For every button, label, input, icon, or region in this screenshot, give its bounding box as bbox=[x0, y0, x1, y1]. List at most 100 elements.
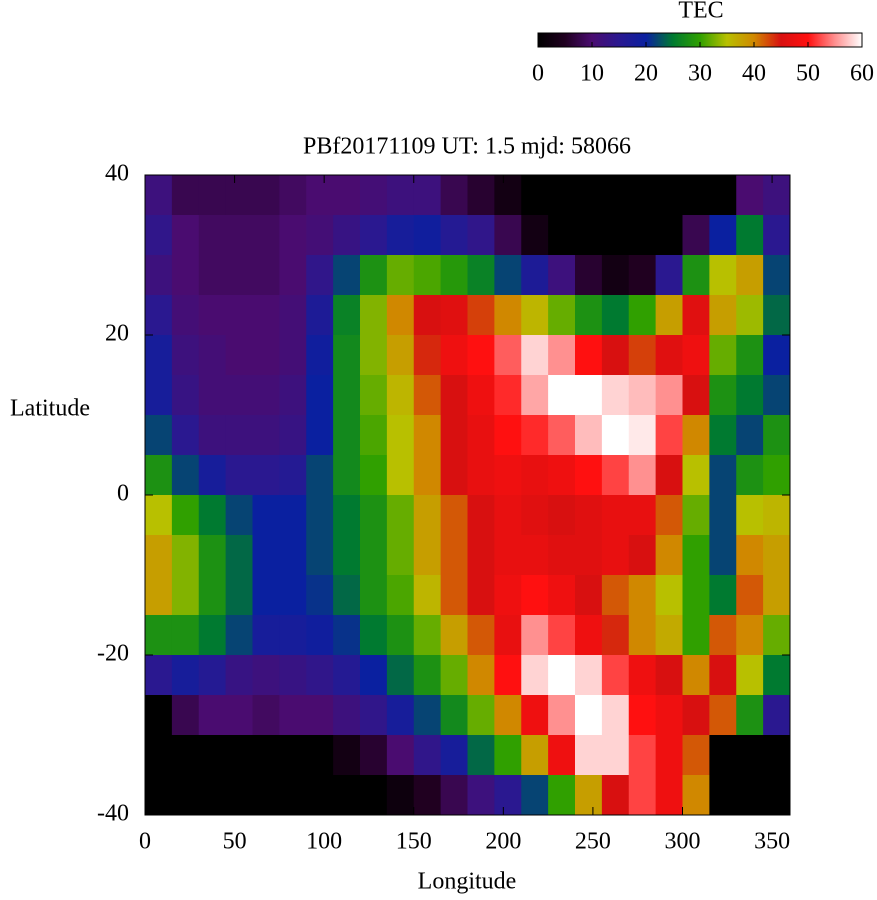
heat-cell bbox=[279, 295, 307, 336]
x-tick-label: 300 bbox=[665, 829, 701, 855]
heat-cell bbox=[521, 335, 549, 376]
heat-cell bbox=[360, 415, 388, 456]
heat-cell bbox=[333, 215, 361, 256]
heat-cell bbox=[682, 255, 710, 296]
heat-cell bbox=[548, 415, 576, 456]
heat-cell bbox=[413, 495, 442, 536]
heat-cell bbox=[386, 175, 415, 216]
heat-cell bbox=[494, 735, 522, 776]
heat-cell bbox=[494, 255, 522, 296]
heat-cell bbox=[682, 375, 710, 416]
heat-cell bbox=[413, 695, 442, 736]
heat-cell bbox=[655, 455, 683, 496]
heat-cell bbox=[763, 575, 791, 616]
heat-cell bbox=[709, 495, 737, 536]
heat-cell bbox=[628, 415, 657, 456]
heat-cell bbox=[413, 575, 442, 616]
heat-cell bbox=[709, 455, 737, 496]
heat-cell bbox=[145, 695, 173, 736]
colorbar-tick-label: 20 bbox=[634, 61, 658, 87]
heat-cell bbox=[655, 495, 683, 536]
heat-cell bbox=[736, 255, 764, 296]
heat-cell bbox=[386, 215, 415, 256]
heat-cell bbox=[171, 775, 200, 816]
heat-cell bbox=[306, 535, 334, 576]
heat-cell bbox=[252, 175, 280, 216]
heat-cell bbox=[763, 295, 791, 336]
heat-cell bbox=[736, 695, 764, 736]
heat-cell bbox=[521, 175, 549, 216]
heat-cell bbox=[306, 495, 334, 536]
colorbar-tick-label: 30 bbox=[688, 61, 712, 87]
heat-cell bbox=[386, 455, 415, 496]
heat-cell bbox=[333, 375, 361, 416]
heat-cell bbox=[467, 335, 495, 376]
heat-cell bbox=[171, 415, 200, 456]
heat-cell bbox=[171, 695, 200, 736]
y-tick-label: 40 bbox=[105, 161, 129, 187]
heat-cell bbox=[386, 375, 415, 416]
heat-cell bbox=[601, 495, 630, 536]
heat-cell bbox=[413, 535, 442, 576]
heat-cell bbox=[709, 575, 737, 616]
heat-cell bbox=[763, 775, 791, 816]
heat-cell bbox=[333, 575, 361, 616]
heat-cell bbox=[575, 775, 603, 816]
heat-cell bbox=[763, 535, 791, 576]
heat-cell bbox=[333, 255, 361, 296]
heat-cell bbox=[601, 775, 630, 816]
colorbar-tick-label: 60 bbox=[850, 61, 874, 87]
heat-cell bbox=[736, 295, 764, 336]
heat-cell bbox=[736, 415, 764, 456]
x-axis-label: Longitude bbox=[418, 869, 517, 895]
heat-cell bbox=[360, 295, 388, 336]
heat-cell bbox=[628, 535, 657, 576]
heat-cell bbox=[494, 575, 522, 616]
heat-cell bbox=[171, 575, 200, 616]
colorbar-tick-label: 50 bbox=[796, 61, 820, 87]
heat-cell bbox=[440, 775, 468, 816]
heat-cell bbox=[306, 695, 334, 736]
heat-cell bbox=[521, 535, 549, 576]
heat-cell bbox=[333, 175, 361, 216]
heat-cell bbox=[225, 175, 253, 216]
heat-cell bbox=[333, 695, 361, 736]
heat-cell bbox=[709, 255, 737, 296]
heat-cell bbox=[198, 455, 227, 496]
y-tick-label: 0 bbox=[117, 481, 129, 507]
heat-cell bbox=[628, 295, 657, 336]
heat-cell bbox=[682, 495, 710, 536]
heat-cell bbox=[386, 655, 415, 696]
heat-cell bbox=[198, 775, 227, 816]
heat-cell bbox=[360, 255, 388, 296]
heat-cell bbox=[467, 735, 495, 776]
heat-cell bbox=[763, 415, 791, 456]
heat-cell bbox=[467, 535, 495, 576]
heat-cell bbox=[306, 455, 334, 496]
heat-cell bbox=[601, 455, 630, 496]
heat-cell bbox=[628, 775, 657, 816]
heat-cell bbox=[494, 215, 522, 256]
heat-cell bbox=[521, 615, 549, 656]
heat-cell bbox=[601, 415, 630, 456]
heat-cell bbox=[413, 655, 442, 696]
heat-cell bbox=[413, 215, 442, 256]
heat-cell bbox=[736, 375, 764, 416]
heat-cell bbox=[198, 175, 227, 216]
heat-cell bbox=[198, 375, 227, 416]
heat-cell bbox=[521, 455, 549, 496]
heat-cell bbox=[198, 255, 227, 296]
heat-cell bbox=[709, 775, 737, 816]
heat-cell bbox=[171, 175, 200, 216]
heat-cell bbox=[386, 335, 415, 376]
heat-cell bbox=[521, 775, 549, 816]
heat-cell bbox=[736, 575, 764, 616]
heat-cell bbox=[279, 175, 307, 216]
heat-cell bbox=[601, 215, 630, 256]
y-tick-label: -40 bbox=[97, 801, 129, 827]
heat-cell bbox=[198, 295, 227, 336]
heat-cell bbox=[198, 655, 227, 696]
heat-cell bbox=[171, 335, 200, 376]
heat-cell bbox=[628, 175, 657, 216]
heat-cell bbox=[736, 175, 764, 216]
